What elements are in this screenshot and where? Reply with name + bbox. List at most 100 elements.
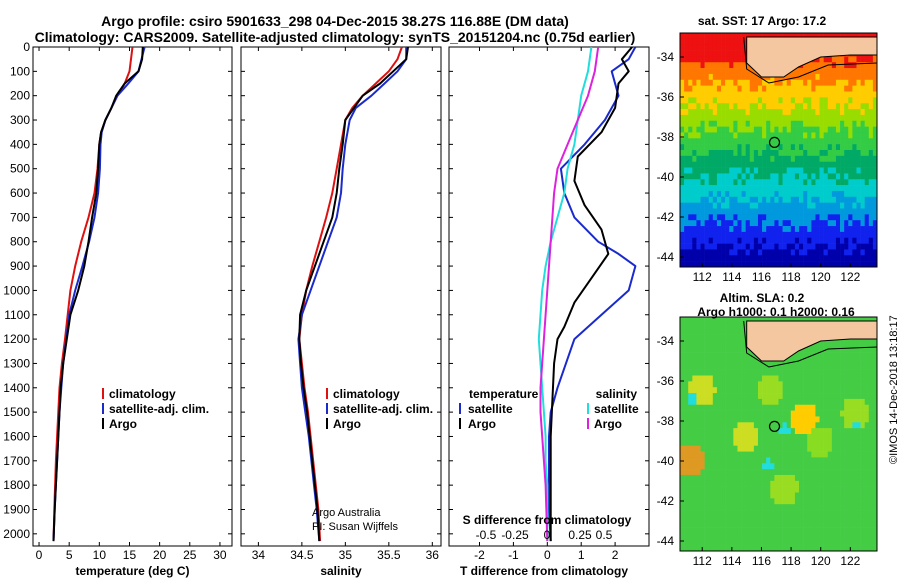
sla-map-cell bbox=[831, 393, 837, 400]
sst-map-cell bbox=[831, 120, 837, 127]
sst-map-cell bbox=[823, 179, 829, 186]
sst-map-cell bbox=[684, 114, 689, 122]
sla-map-cell bbox=[745, 434, 751, 441]
sst-map-cell bbox=[807, 62, 812, 69]
sst-map-cell bbox=[745, 167, 751, 174]
sla-map-cell bbox=[684, 398, 689, 406]
sst-map-cell bbox=[860, 150, 865, 157]
sla-map-cell bbox=[733, 451, 738, 458]
sla-map-cell bbox=[774, 533, 779, 540]
sst-map-cell bbox=[770, 173, 775, 180]
sla-map-cell bbox=[688, 539, 693, 546]
sla-map-cell bbox=[745, 369, 751, 376]
sst-map-cell bbox=[803, 44, 808, 51]
sla-map-cell bbox=[844, 463, 849, 470]
sst-map-cell bbox=[852, 103, 857, 110]
sst-map-cell bbox=[868, 79, 874, 86]
sst-map-cell bbox=[704, 56, 710, 63]
sla-map-cell bbox=[757, 545, 763, 552]
sst-map-cell bbox=[725, 179, 730, 186]
legend-label: climatology bbox=[109, 387, 176, 401]
sla-map-cell bbox=[782, 363, 787, 370]
sla-map-cell bbox=[811, 439, 816, 446]
sst-map-cell bbox=[688, 249, 693, 256]
sst-map-cell bbox=[799, 97, 804, 104]
sst-map-cell bbox=[852, 226, 857, 233]
sst-map-cell bbox=[778, 185, 783, 192]
sst-map-cell bbox=[856, 208, 861, 215]
sla-map-cell bbox=[770, 463, 775, 470]
sst-map-cell bbox=[790, 173, 796, 180]
sst-map-cell bbox=[729, 243, 734, 250]
sst-map-cell bbox=[807, 220, 812, 227]
sla-map-cell bbox=[872, 428, 878, 435]
sst-map-cell bbox=[688, 214, 693, 221]
sla-map-cell bbox=[815, 340, 820, 347]
sla-map-cell bbox=[688, 463, 693, 470]
sst-map-cell bbox=[774, 132, 779, 139]
sst-map-cell bbox=[729, 220, 734, 227]
sst-map-panel: 112 114 116 118 120 122-34-36-38-40-42-44 bbox=[657, 32, 878, 284]
sla-map-cell bbox=[688, 469, 693, 476]
sla-map-cell bbox=[721, 352, 726, 359]
sst-map-cell bbox=[860, 73, 865, 81]
sst-map-cell bbox=[680, 237, 685, 244]
sla-map-cell bbox=[704, 451, 710, 458]
sst-map-cell bbox=[749, 50, 755, 57]
sla-map-cell bbox=[852, 434, 857, 441]
sla-map-cell bbox=[815, 363, 820, 370]
sst-map-cell bbox=[708, 173, 714, 180]
sst-map-cell bbox=[794, 190, 800, 198]
sla-map-cell bbox=[684, 533, 689, 540]
sst-map-cell bbox=[762, 173, 767, 180]
sla-map-cell bbox=[753, 363, 759, 370]
sla-map-cell bbox=[835, 486, 841, 493]
sla-map-cell bbox=[864, 451, 870, 458]
sst-map-cell bbox=[848, 44, 853, 51]
sla-map-cell bbox=[741, 410, 746, 417]
sla-map-cell bbox=[700, 469, 705, 476]
sst-map-cell bbox=[708, 144, 714, 151]
sla-map-cell bbox=[827, 328, 833, 335]
sla-map-cell bbox=[811, 363, 816, 370]
sla-map-cell bbox=[835, 463, 841, 470]
sla-map-cell bbox=[688, 404, 693, 411]
sst-map-cell bbox=[700, 150, 705, 157]
sst-map-cell bbox=[774, 255, 779, 262]
sla-map-cell bbox=[786, 410, 792, 417]
sst-map-cell bbox=[762, 73, 767, 81]
sst-map-cell bbox=[729, 91, 734, 98]
sst-map-cell bbox=[819, 91, 824, 98]
sst-map-cell bbox=[815, 62, 820, 69]
sla-map-cell bbox=[811, 463, 816, 470]
sla-map-cell bbox=[790, 422, 796, 429]
sst-map-cell bbox=[708, 79, 714, 86]
sla-map-cell bbox=[733, 352, 738, 359]
sst-map-cell bbox=[778, 161, 783, 168]
sla-map-cell bbox=[729, 439, 734, 446]
sst-map-cell bbox=[721, 196, 726, 203]
sst-map-cell bbox=[680, 120, 685, 127]
sst-map-cell bbox=[749, 167, 755, 174]
sla-map-cell bbox=[815, 381, 820, 388]
sst-map-cell bbox=[688, 161, 693, 168]
sst-map-cell bbox=[688, 62, 693, 69]
sla-map-ytick-label: -36 bbox=[657, 374, 675, 388]
sst-map-cell bbox=[700, 138, 705, 145]
sla-map-cell bbox=[782, 322, 787, 329]
sst-map-cell bbox=[835, 138, 841, 145]
sla-map-cell bbox=[770, 521, 775, 528]
sla-map-cell bbox=[766, 381, 771, 388]
sla-map-cell bbox=[741, 352, 746, 359]
sst-map-cell bbox=[782, 167, 787, 174]
sla-map-cell bbox=[840, 381, 845, 388]
sla-map-cell bbox=[799, 393, 804, 400]
sla-map-cell bbox=[844, 539, 849, 546]
sst-map-cell bbox=[733, 179, 738, 186]
sla-map-cell bbox=[741, 346, 746, 353]
sst-map-cell bbox=[840, 79, 845, 86]
sla-map-cell bbox=[737, 539, 742, 546]
sla-map-cell bbox=[741, 422, 746, 429]
sla-map-cell bbox=[708, 492, 714, 499]
sla-map-cell bbox=[721, 398, 726, 406]
